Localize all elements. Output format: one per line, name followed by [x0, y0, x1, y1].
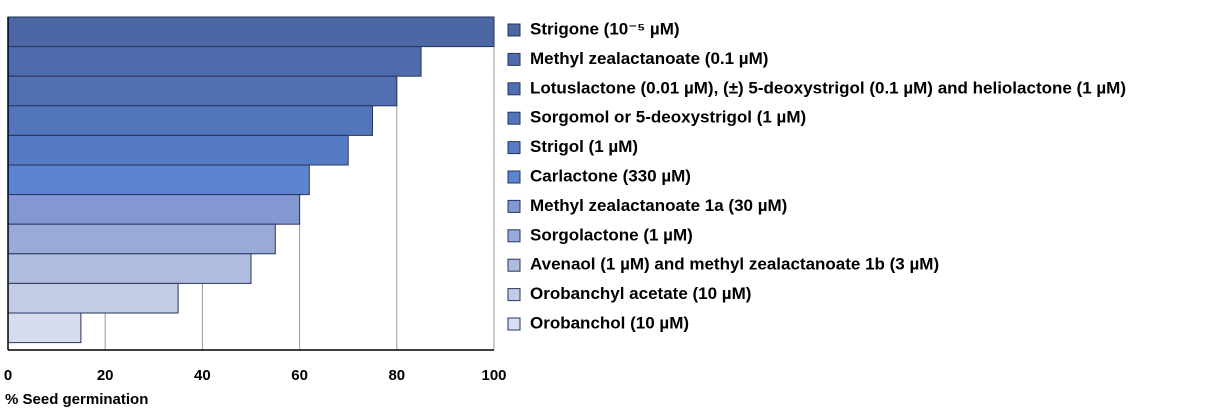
- bar: [7, 46, 422, 77]
- legend-label: Lotuslactone (0.01 µM), (±) 5-deoxystrig…: [530, 78, 1126, 97]
- bar: [7, 16, 495, 48]
- x-tick-label: 60: [291, 367, 308, 384]
- legend-swatch: [507, 199, 521, 213]
- legend-swatch: [507, 258, 521, 272]
- legend-label: Methyl zealactanoate (0.1 µM): [530, 49, 768, 68]
- bar: [7, 164, 310, 196]
- legend-label: Methyl zealactanoate 1a (30 µM): [530, 196, 787, 215]
- x-tick-label: 80: [388, 367, 405, 384]
- legend-swatch: [507, 52, 521, 66]
- bar: [7, 134, 349, 166]
- legend-label: Sorgolactone (1 µM): [530, 225, 693, 244]
- bar: [7, 194, 301, 225]
- legend-label: Avenaol (1 µM) and methyl zealactanoate …: [530, 255, 939, 274]
- legend-label: Strigone (10⁻⁵ µM): [530, 19, 680, 38]
- x-axis-label: % Seed germination: [5, 391, 148, 408]
- legend-label: Sorgomol or 5-deoxystrigol (1 µM): [530, 108, 806, 127]
- x-tick-label: 20: [97, 367, 114, 384]
- bar: [7, 75, 398, 107]
- legend-swatch: [507, 170, 521, 184]
- bar: [7, 253, 252, 284]
- legend-label: Carlactone (330 µM): [530, 166, 691, 185]
- bar: [7, 105, 373, 136]
- x-tick-label: 100: [481, 367, 506, 384]
- legend-label: Orobanchol (10 µM): [530, 313, 689, 332]
- x-tick-label: 40: [194, 367, 211, 384]
- x-tick-label: 0: [4, 367, 12, 384]
- legend-label: Orobanchyl acetate (10 µM): [530, 284, 751, 303]
- bar: [7, 282, 179, 314]
- legend-swatch: [507, 288, 521, 302]
- legend-swatch: [507, 317, 521, 331]
- bar: [7, 312, 82, 344]
- legend-swatch: [507, 229, 521, 243]
- legend-label: Strigol (1 µM): [530, 137, 638, 156]
- legend-swatch: [507, 82, 521, 96]
- legend-swatch: [507, 111, 521, 125]
- legend-swatch: [507, 141, 521, 155]
- bar: [7, 223, 276, 255]
- legend-swatch: [507, 23, 521, 37]
